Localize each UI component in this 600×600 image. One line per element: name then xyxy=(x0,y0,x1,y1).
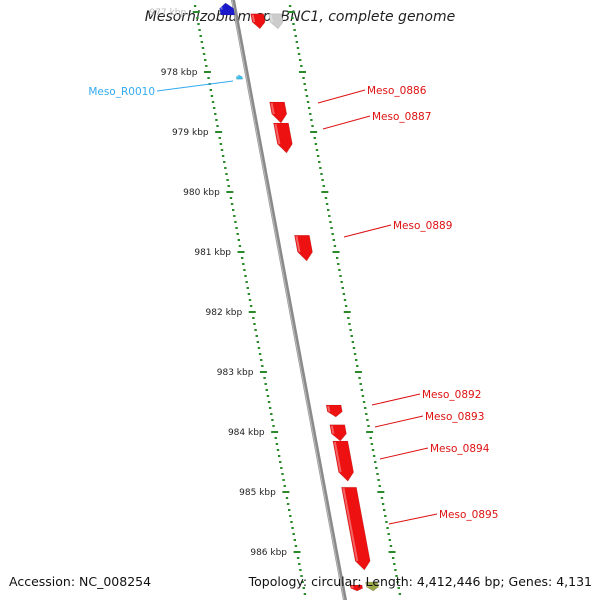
label-leader-line xyxy=(322,115,371,130)
gene-arrow[interactable] xyxy=(349,584,364,592)
gene-label[interactable]: Meso_0895 xyxy=(439,509,498,521)
gene-arrow-shine xyxy=(327,405,331,412)
gene-arrow[interactable] xyxy=(235,74,244,80)
gene-arrow-shine xyxy=(342,488,359,562)
tick-label: 981 kbp xyxy=(194,248,231,258)
gene-label[interactable]: Meso_0886 xyxy=(367,85,427,97)
gene-arrow[interactable] xyxy=(273,122,293,154)
backbone-line xyxy=(230,0,348,600)
label-leader-line xyxy=(379,447,429,460)
gene-arrow[interactable] xyxy=(294,234,313,262)
tick-label: 978 kbp xyxy=(161,68,198,78)
tick-label: 979 kbp xyxy=(172,128,209,138)
gene-labels: Meso_R0010 Meso_0886 Meso_0887 Meso_0889 Mes… xyxy=(88,80,498,525)
gene-arrow[interactable] xyxy=(332,440,354,482)
label-leader-line xyxy=(371,393,421,406)
gene-arrow-shine xyxy=(270,102,275,115)
tick-label: 980 kbp xyxy=(183,188,220,198)
gene-arrow-shine xyxy=(269,14,274,23)
gene-arrow-shine xyxy=(333,441,342,473)
gene-label[interactable]: Meso_0893 xyxy=(425,411,484,423)
gene-arrow[interactable] xyxy=(268,13,284,30)
gene-arrow-shine xyxy=(274,123,281,145)
tick-label: 983 kbp xyxy=(217,368,254,378)
gene-label[interactable]: Meso_0889 xyxy=(393,220,452,232)
label-leader-line xyxy=(343,224,392,238)
tick-marks: 977 kbp 978 kbp 979 kbp 980 kbp 981 kbp 982 k… xyxy=(150,5,402,595)
backbone xyxy=(230,0,348,600)
gene-arrow-shine xyxy=(351,585,354,589)
gene-arrow[interactable] xyxy=(341,486,371,571)
tick-label: 984 kbp xyxy=(228,428,265,438)
gene-features[interactable] xyxy=(219,2,379,592)
gene-arrow-shine xyxy=(366,582,370,588)
gene-arrow[interactable] xyxy=(219,2,236,16)
gene-arrow[interactable] xyxy=(325,404,343,418)
gene-arrow[interactable] xyxy=(329,424,347,442)
label-leader-line xyxy=(156,80,234,92)
gene-arrow-shine xyxy=(251,14,256,23)
gene-label[interactable]: Meso_0892 xyxy=(422,389,481,401)
accession-text: Accession: NC_008254 xyxy=(9,574,152,589)
tick-label: 982 kbp xyxy=(206,308,243,318)
gene-arrow-shine xyxy=(219,3,223,10)
gene-arrow-shine xyxy=(330,425,335,434)
backbone-highlight xyxy=(231,0,345,600)
label-leader-line xyxy=(388,513,438,525)
tick-label: 977 kbp xyxy=(150,8,187,18)
gene-label[interactable]: Meso_0894 xyxy=(430,443,490,455)
tick-label: 986 kbp xyxy=(250,548,287,558)
gene-label[interactable]: Meso_R0010 xyxy=(88,86,155,98)
gene-arrow[interactable] xyxy=(269,101,288,124)
label-leader-line xyxy=(317,89,366,104)
gene-arrow-shine xyxy=(295,236,301,253)
label-leader-line xyxy=(374,415,424,428)
gene-arrow[interactable] xyxy=(365,581,379,592)
gene-arrow[interactable] xyxy=(250,13,266,30)
gene-label[interactable]: Meso_0887 xyxy=(372,111,431,123)
genome-summary-text: Topology: circular; Length: 4,412,446 bp… xyxy=(248,574,592,589)
tick-label: 985 kbp xyxy=(239,488,276,498)
